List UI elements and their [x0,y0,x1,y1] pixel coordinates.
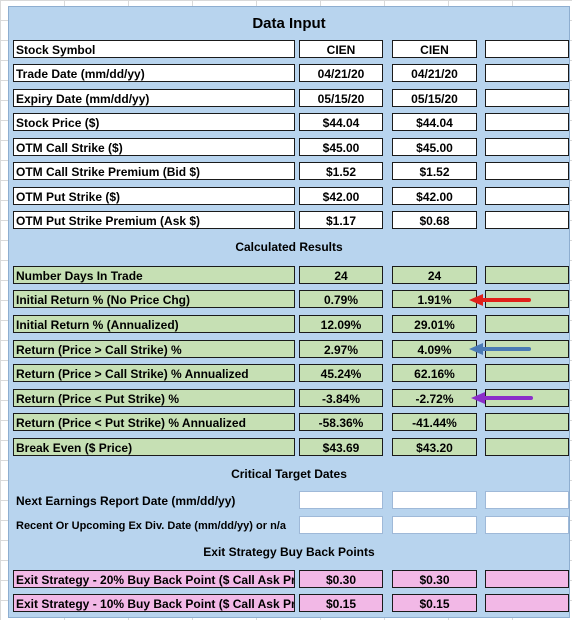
input-value-3[interactable] [485,113,569,131]
result-value-3 [485,438,569,456]
result-label: Initial Return % (Annualized) [13,315,295,333]
result-value-1: 45.24% [299,364,383,382]
red-arrow-icon [469,294,531,306]
input-value-3[interactable] [485,138,569,156]
input-value-2[interactable]: CIEN [392,40,477,58]
result-label: Return (Price > Call Strike) % [13,340,295,358]
critical-value-3[interactable] [485,491,569,509]
critical-label: Recent Or Upcoming Ex Div. Date (mm/dd/y… [13,516,295,534]
exit-value-2: $0.15 [392,594,477,612]
critical-value-1[interactable] [299,516,383,534]
exit-value-2: $0.30 [392,570,477,588]
input-value-1[interactable]: 04/21/20 [299,64,383,82]
input-label: Stock Price ($) [13,113,295,131]
result-value-1: 0.79% [299,290,383,308]
exit-label: Exit Strategy - 10% Buy Back Point ($ Ca… [13,594,295,612]
input-value-2[interactable]: $42.00 [392,187,477,205]
result-value-2: 4.09% [392,340,477,358]
input-value-2[interactable]: $1.52 [392,162,477,180]
input-value-3[interactable] [485,40,569,58]
input-value-1[interactable]: $1.52 [299,162,383,180]
input-value-1[interactable]: $45.00 [299,138,383,156]
result-value-2: $43.20 [392,438,477,456]
input-value-2[interactable]: 04/21/20 [392,64,477,82]
exit-value-1: $0.15 [299,594,383,612]
input-value-2[interactable]: $0.68 [392,211,477,229]
input-label: Expiry Date (mm/dd/yy) [13,89,295,107]
result-label: Return (Price > Call Strike) % Annualize… [13,364,295,382]
critical-value-2[interactable] [392,491,477,509]
result-value-2: -41.44% [392,413,477,431]
result-value-1: 2.97% [299,340,383,358]
result-value-3 [485,315,569,333]
input-value-3[interactable] [485,64,569,82]
result-value-2: 62.16% [392,364,477,382]
exit-value-1: $0.30 [299,570,383,588]
result-value-3 [485,413,569,431]
result-value-2: 1.91% [392,290,477,308]
result-label: Initial Return % (No Price Chg) [13,290,295,308]
input-value-1[interactable]: $1.17 [299,211,383,229]
input-value-3[interactable] [485,211,569,229]
result-value-2: -2.72% [392,389,477,407]
result-label: Break Even ($ Price) [13,438,295,456]
input-label: OTM Call Strike ($) [13,138,295,156]
input-label: Stock Symbol [13,40,295,58]
input-value-2[interactable]: 05/15/20 [392,89,477,107]
section-header-calculated: Calculated Results [235,240,343,254]
result-value-1: $43.69 [299,438,383,456]
result-value-3 [485,266,569,284]
critical-value-3[interactable] [485,516,569,534]
input-value-2[interactable]: $45.00 [392,138,477,156]
page-title: Data Input [252,15,326,32]
exit-value-3 [485,594,569,612]
critical-value-1[interactable] [299,491,383,509]
input-value-1[interactable]: $44.04 [299,113,383,131]
input-value-2[interactable]: $44.04 [392,113,477,131]
result-value-1: -3.84% [299,389,383,407]
section-header-critical-dates: Critical Target Dates [231,467,347,481]
critical-value-2[interactable] [392,516,477,534]
blue-arrow-icon [469,343,531,355]
input-label: OTM Put Strike Premium (Ask $) [13,211,295,229]
input-label: Trade Date (mm/dd/yy) [13,64,295,82]
data-input-panel: Data Input Stock Symbol CIEN CIEN Trade … [8,6,570,618]
result-value-1: 12.09% [299,315,383,333]
result-label: Return (Price < Put Strike) % [13,389,295,407]
exit-value-3 [485,570,569,588]
section-header-exit-strategy: Exit Strategy Buy Back Points [203,545,375,559]
critical-label: Next Earnings Report Date (mm/dd/yy) [13,491,295,509]
input-value-1[interactable]: $42.00 [299,187,383,205]
result-value-2: 29.01% [392,315,477,333]
input-value-3[interactable] [485,162,569,180]
result-value-1: 24 [299,266,383,284]
input-label: OTM Call Strike Premium (Bid $) [13,162,295,180]
input-value-3[interactable] [485,187,569,205]
result-value-3 [485,364,569,382]
input-value-3[interactable] [485,89,569,107]
result-label: Number Days In Trade [13,266,295,284]
input-label: OTM Put Strike ($) [13,187,295,205]
purple-arrow-icon [471,392,533,404]
exit-label: Exit Strategy - 20% Buy Back Point ($ Ca… [13,570,295,588]
input-value-1[interactable]: 05/15/20 [299,89,383,107]
result-value-1: -58.36% [299,413,383,431]
input-value-1[interactable]: CIEN [299,40,383,58]
result-label: Return (Price < Put Strike) % Annualized [13,413,295,431]
result-value-2: 24 [392,266,477,284]
